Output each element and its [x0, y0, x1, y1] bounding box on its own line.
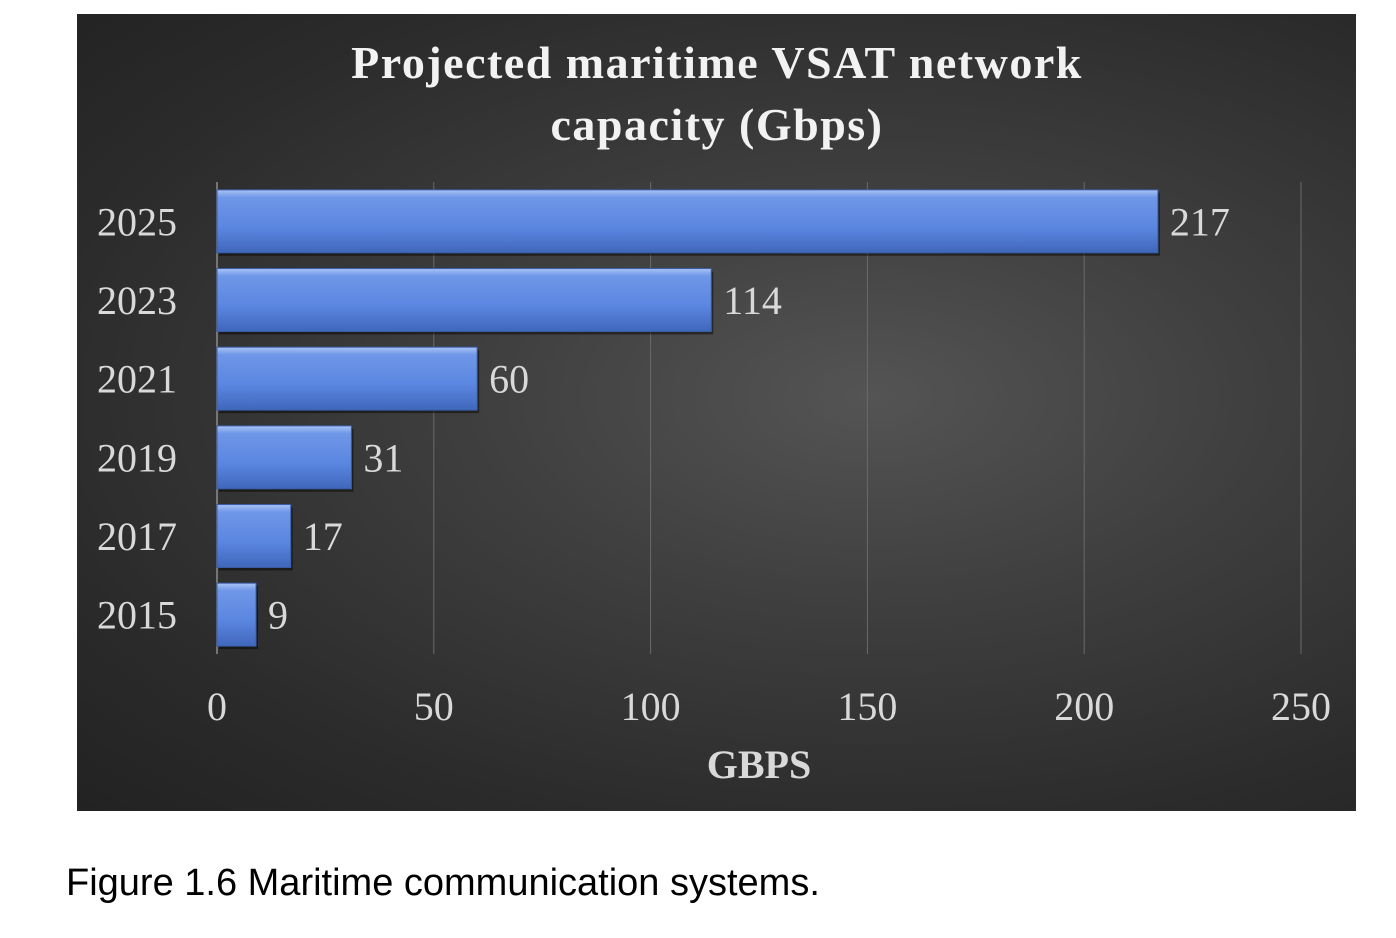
bar-2017: [216, 504, 292, 568]
data-labels: 217 114 60 31 17 9: [268, 199, 1230, 637]
x-axis-title: GBPS: [707, 742, 811, 787]
bar-2025: [216, 189, 1159, 254]
bars: [216, 189, 1160, 650]
category-label-2023: 2023: [97, 278, 177, 323]
bar-2015: [216, 582, 257, 647]
category-label-2017: 2017: [97, 514, 177, 559]
x-tick-label: 100: [621, 684, 681, 729]
chart-title-group: Projected maritime VSAT network capacity…: [351, 37, 1083, 150]
chart-panel: Projected maritime VSAT network capacity…: [77, 14, 1356, 811]
chart-title-line-1: Projected maritime VSAT network: [351, 37, 1083, 88]
category-label-2019: 2019: [97, 435, 177, 480]
value-axis-tick-labels: 0 50 100 150 200 250: [207, 684, 1331, 729]
x-tick-label: 250: [1271, 684, 1331, 729]
data-label-2017: 17: [303, 514, 343, 559]
data-label-2015: 9: [268, 593, 288, 638]
bar-2023: [216, 268, 712, 332]
figure-caption: Figure 1.6 Maritime communication system…: [66, 862, 820, 904]
data-label-2019: 31: [363, 435, 403, 480]
bar-chart: Projected maritime VSAT network capacity…: [97, 37, 1331, 787]
chart-title-line-2: capacity (Gbps): [551, 99, 884, 150]
data-label-2023: 114: [723, 278, 782, 323]
category-label-2025: 2025: [97, 199, 177, 244]
x-tick-label: 0: [207, 684, 227, 729]
data-label-2021: 60: [489, 357, 529, 402]
data-label-2025: 217: [1170, 199, 1230, 244]
category-label-2021: 2021: [97, 357, 177, 402]
category-axis-labels: 2025 2023 2021 2019 2017 2015: [97, 199, 177, 637]
category-label-2015: 2015: [97, 593, 177, 638]
bar-2021: [216, 346, 478, 411]
x-tick-label: 150: [837, 684, 897, 729]
x-tick-label: 50: [414, 684, 454, 729]
bar-2019: [216, 425, 352, 490]
x-tick-label: 200: [1054, 684, 1114, 729]
gridlines: [216, 182, 1302, 654]
